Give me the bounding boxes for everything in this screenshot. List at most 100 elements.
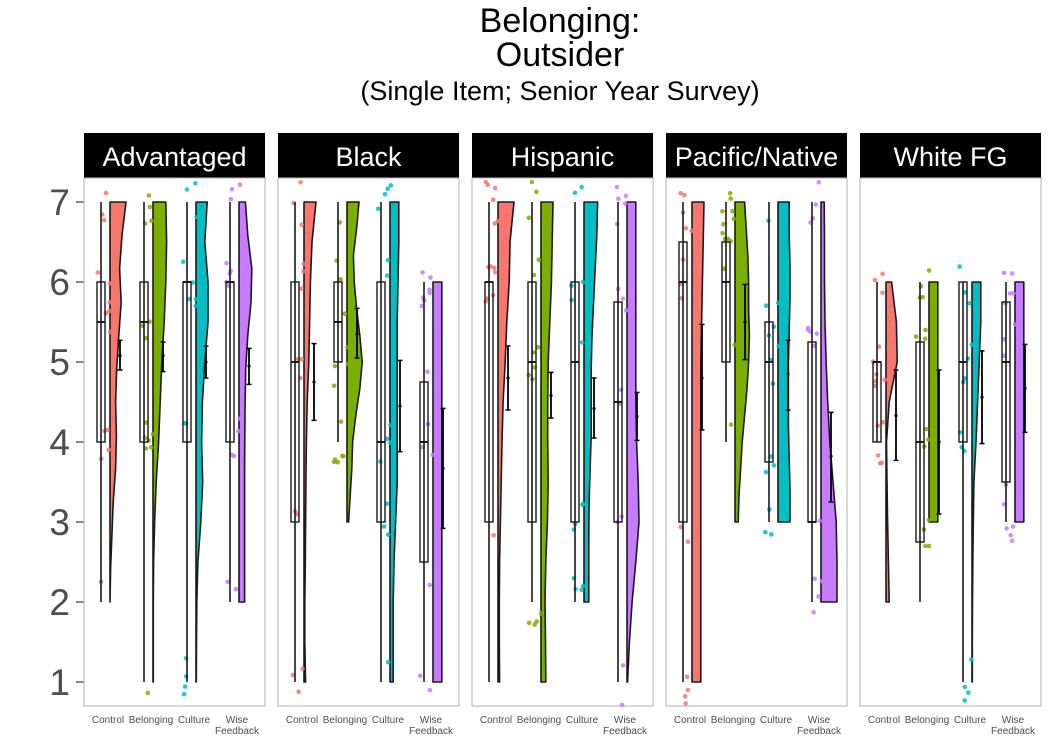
facet-strip-label: White FG bbox=[893, 142, 1007, 172]
mean-point-control bbox=[312, 380, 316, 384]
data-point-wise-feedback bbox=[619, 702, 625, 708]
data-point-wise-feedback bbox=[428, 275, 433, 280]
data-point-control bbox=[872, 277, 878, 283]
data-point-culture bbox=[769, 532, 774, 537]
facet-strip-label: Pacific/Native bbox=[675, 142, 839, 172]
data-point-wise-feedback bbox=[1009, 538, 1015, 544]
data-point-control bbox=[290, 672, 296, 678]
mean-point-wise-feedback bbox=[635, 414, 639, 418]
data-point-culture bbox=[181, 691, 187, 697]
chart-title-line-1: Belonging: bbox=[479, 2, 641, 40]
data-point-wise-feedback bbox=[813, 202, 818, 207]
x-axis-tick-label: Culture bbox=[178, 715, 211, 726]
data-point-control bbox=[103, 190, 109, 196]
data-point-wise-feedback bbox=[420, 270, 425, 275]
mean-point-culture bbox=[204, 360, 208, 364]
data-point-control bbox=[107, 308, 112, 314]
data-point-culture bbox=[962, 698, 967, 703]
data-point-belonging bbox=[731, 216, 737, 222]
data-point-belonging bbox=[728, 422, 734, 427]
data-point-control bbox=[682, 192, 687, 198]
data-point-wise-feedback bbox=[811, 609, 816, 615]
violin-black-control bbox=[303, 201, 317, 683]
box-wise-feedback bbox=[613, 301, 623, 523]
data-point-control bbox=[683, 701, 688, 706]
mean-point-wise-feedback bbox=[1023, 386, 1027, 390]
data-point-wise-feedback bbox=[236, 428, 241, 434]
violin-advantaged-wise-feedback bbox=[238, 201, 253, 603]
violin-black-belonging bbox=[346, 201, 363, 523]
data-point-belonging bbox=[720, 231, 725, 236]
mean-point-belonging bbox=[161, 354, 165, 358]
data-point-belonging bbox=[536, 257, 542, 263]
box-belonging bbox=[139, 281, 149, 443]
data-point-control bbox=[95, 270, 101, 275]
data-point-wise-feedback bbox=[1008, 533, 1013, 538]
x-axis-tick-label: Control bbox=[868, 715, 900, 726]
data-point-wise-feedback bbox=[225, 579, 231, 585]
violin-pacific-native-wise-feedback bbox=[820, 201, 838, 603]
violin-hispanic-wise-feedback bbox=[626, 201, 640, 683]
chart-title-line-2: Outsider bbox=[495, 36, 625, 74]
x-axis-tick-label: Belonging bbox=[323, 715, 367, 726]
data-point-wise-feedback bbox=[1007, 291, 1013, 296]
data-point-belonging bbox=[526, 620, 532, 626]
facet-panel-hispanic bbox=[471, 177, 654, 707]
mean-point-belonging bbox=[355, 332, 359, 336]
violin-hispanic-belonging bbox=[540, 201, 554, 683]
data-point-belonging bbox=[529, 179, 535, 185]
data-point-culture bbox=[579, 184, 584, 190]
data-point-control bbox=[299, 286, 304, 291]
data-point-culture bbox=[763, 303, 769, 309]
mean-point-culture bbox=[980, 395, 984, 399]
facet-strip-black bbox=[278, 133, 459, 178]
data-point-control bbox=[483, 179, 489, 185]
data-point-control bbox=[492, 185, 498, 191]
data-point-belonging bbox=[538, 611, 544, 616]
facet-strip-advantaged bbox=[84, 133, 265, 178]
data-point-culture bbox=[385, 659, 391, 665]
data-point-culture bbox=[182, 684, 188, 689]
data-point-belonging bbox=[345, 344, 350, 350]
data-point-control bbox=[685, 539, 691, 544]
x-axis-tick-label: Control bbox=[286, 715, 318, 726]
data-point-culture bbox=[384, 436, 390, 442]
data-point-control bbox=[682, 694, 688, 699]
mean-point-control bbox=[894, 414, 898, 418]
facet-panel-black bbox=[277, 177, 460, 707]
data-point-wise-feedback bbox=[430, 452, 435, 458]
data-point-culture bbox=[969, 657, 974, 662]
data-point-culture bbox=[385, 532, 391, 537]
violin-white-fg-culture bbox=[971, 281, 982, 683]
y-axis-tick-label: 3 bbox=[49, 502, 70, 543]
data-point-wise-feedback bbox=[816, 180, 822, 185]
data-point-control bbox=[301, 261, 307, 267]
data-point-culture bbox=[184, 187, 190, 192]
data-point-wise-feedback bbox=[622, 201, 628, 206]
data-point-wise-feedback bbox=[620, 296, 626, 301]
mean-point-control bbox=[506, 376, 510, 380]
data-point-culture bbox=[962, 684, 968, 690]
x-axis-tick-label: Control bbox=[480, 715, 512, 726]
mean-point-culture bbox=[592, 406, 596, 410]
data-point-wise-feedback bbox=[237, 182, 243, 187]
data-point-wise-feedback bbox=[614, 184, 620, 190]
data-point-culture bbox=[966, 690, 971, 695]
data-point-belonging bbox=[732, 342, 737, 348]
data-point-belonging bbox=[338, 277, 344, 282]
data-point-wise-feedback bbox=[427, 687, 433, 693]
data-point-belonging bbox=[922, 336, 928, 342]
data-point-culture bbox=[388, 183, 394, 188]
x-axis-tick-label: Belonging bbox=[129, 715, 173, 726]
data-point-wise-feedback bbox=[618, 387, 624, 393]
data-point-culture bbox=[579, 340, 585, 345]
mean-point-belonging bbox=[743, 320, 747, 324]
mean-point-culture bbox=[398, 404, 402, 408]
violin-white-fg-wise-feedback bbox=[1014, 281, 1025, 523]
data-point-culture bbox=[384, 273, 390, 278]
mean-point-wise-feedback bbox=[247, 364, 251, 368]
box-control bbox=[290, 281, 300, 523]
data-point-control bbox=[294, 512, 300, 517]
data-point-culture bbox=[194, 214, 199, 220]
data-point-belonging bbox=[535, 344, 541, 350]
